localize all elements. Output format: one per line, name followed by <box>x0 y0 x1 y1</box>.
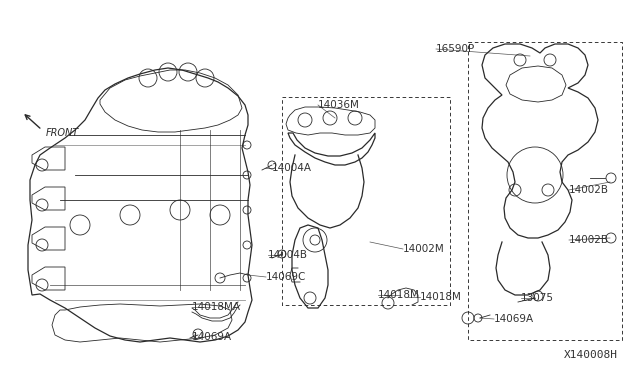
Text: 14002B: 14002B <box>569 235 609 245</box>
Text: 14002M: 14002M <box>403 244 445 254</box>
Text: 14069C: 14069C <box>266 272 307 282</box>
Text: 14018M: 14018M <box>420 292 462 302</box>
Text: 14004A: 14004A <box>272 163 312 173</box>
Text: 16590P: 16590P <box>436 44 476 54</box>
Text: 14069A: 14069A <box>494 314 534 324</box>
Text: 14002B: 14002B <box>569 185 609 195</box>
Text: 14004B: 14004B <box>268 250 308 260</box>
Text: 14018MA: 14018MA <box>192 302 241 312</box>
Text: 13075: 13075 <box>521 293 554 303</box>
Text: FRONT: FRONT <box>46 128 79 138</box>
Text: 14018M: 14018M <box>378 290 420 300</box>
Text: 14036M: 14036M <box>318 100 360 110</box>
Text: X140008H: X140008H <box>564 350 618 360</box>
Text: 14069A: 14069A <box>192 332 232 342</box>
